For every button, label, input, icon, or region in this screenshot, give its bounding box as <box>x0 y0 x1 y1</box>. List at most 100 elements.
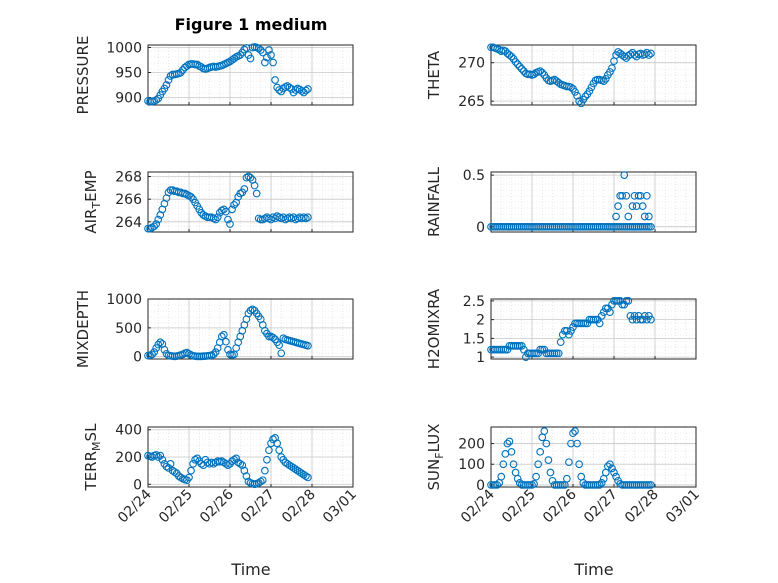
axes-frame <box>147 298 354 360</box>
y-tick-label: 1000 <box>106 41 142 57</box>
x-tick-label: 02/25 <box>499 487 539 527</box>
data-point <box>267 51 275 59</box>
data-point <box>515 62 524 71</box>
data-point <box>499 460 508 469</box>
data-point <box>513 474 522 483</box>
data-point <box>513 60 522 69</box>
data-point <box>601 74 610 83</box>
y-tick-label: 1.5 <box>463 331 485 347</box>
data-point <box>610 468 618 477</box>
axes-frame <box>490 171 697 233</box>
data-point <box>638 315 647 324</box>
data-point <box>606 460 614 469</box>
y-tick-label: 2.5 <box>463 294 485 310</box>
y-tick-label: 265 <box>458 94 485 110</box>
data-point <box>289 88 298 97</box>
y-tick-label: 2 <box>476 313 485 329</box>
data-point <box>513 342 522 350</box>
y-tick-label: 400 <box>115 423 142 439</box>
y-tick-label: 100 <box>458 457 485 473</box>
data-point <box>575 460 584 469</box>
data-point <box>644 222 653 231</box>
y-tick-label: 1 <box>476 350 485 366</box>
data-point <box>224 345 232 354</box>
data-point <box>211 348 220 356</box>
y-tick-label: 0 <box>476 478 485 494</box>
axes-frame <box>147 171 354 233</box>
y-axis-label: THETA <box>425 50 443 100</box>
y-axis-label: PRESSURE <box>74 36 92 115</box>
y-axis-label: MIXDEPTH <box>74 290 92 368</box>
y-tick-label: 270 <box>458 56 485 72</box>
y-tick-label: 0 <box>476 220 485 236</box>
y-axis-label: SUNFLUX <box>425 424 446 491</box>
data-point <box>154 340 163 349</box>
data-point <box>644 212 653 221</box>
data-point <box>217 332 226 341</box>
data-point <box>236 459 245 468</box>
data-point <box>542 439 551 448</box>
subplot-theta: 265 270 THETA <box>425 43 697 110</box>
data-point <box>258 476 267 485</box>
data-point <box>505 51 514 59</box>
data-point <box>644 481 653 489</box>
data-point <box>554 349 563 358</box>
data-point <box>587 83 596 92</box>
data-point <box>647 481 655 489</box>
data-point <box>152 96 161 104</box>
data-point <box>642 48 651 57</box>
data-point <box>642 315 651 324</box>
data-point <box>544 456 553 464</box>
y-tick-label: 264 <box>115 215 142 231</box>
data-point <box>622 191 631 200</box>
data-point <box>567 327 575 335</box>
axes-frame <box>490 44 697 106</box>
data-point <box>575 97 584 106</box>
data-point <box>644 51 653 59</box>
data-point <box>571 427 579 435</box>
data-point <box>176 473 185 482</box>
x-axis-label-left: Time <box>230 560 270 579</box>
data-point <box>608 464 616 473</box>
data-point <box>154 215 163 224</box>
data-point <box>302 472 310 480</box>
x-tick-label: 02/27 <box>581 487 621 527</box>
data-point <box>150 348 158 356</box>
data-point <box>499 345 508 354</box>
data-point <box>647 222 655 231</box>
data-point <box>170 468 179 476</box>
data-point <box>626 312 635 320</box>
x-tick-label: 03/01 <box>320 487 360 527</box>
data-point <box>573 439 581 448</box>
data-point <box>267 215 275 224</box>
data-point <box>269 333 277 342</box>
data-point <box>517 64 526 73</box>
data-point <box>275 86 284 94</box>
data-point <box>304 341 312 350</box>
data-point <box>193 60 202 69</box>
data-point <box>562 474 571 483</box>
data-point <box>275 341 284 350</box>
data-point <box>256 46 265 54</box>
x-tick-label: 02/28 <box>279 487 319 527</box>
data-point <box>585 87 594 96</box>
data-point <box>507 447 516 456</box>
data-point <box>536 345 545 354</box>
data-point <box>546 468 555 477</box>
data-point <box>501 47 510 56</box>
x-tick-label: 03/01 <box>663 487 703 527</box>
data-point <box>536 447 545 456</box>
data-point <box>577 99 586 108</box>
data-point <box>558 481 567 489</box>
data-point <box>166 459 175 468</box>
data-point <box>556 481 565 489</box>
data-point <box>612 297 620 305</box>
data-point <box>263 455 271 464</box>
data-point <box>511 58 520 66</box>
y-tick-label: 266 <box>115 192 142 208</box>
data-point <box>579 319 588 328</box>
data-point <box>164 76 173 84</box>
data-point <box>642 191 651 200</box>
data-point <box>597 312 606 320</box>
